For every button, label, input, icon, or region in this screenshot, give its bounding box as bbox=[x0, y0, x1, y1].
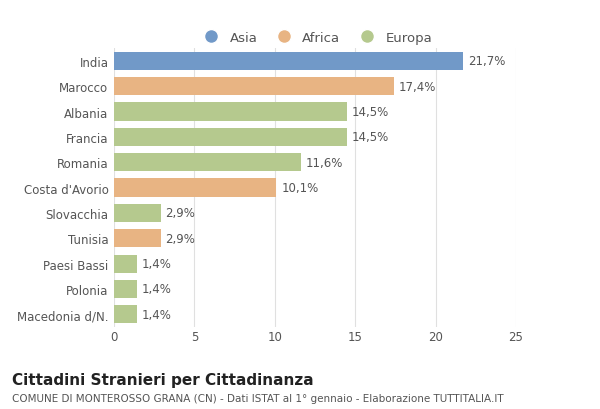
Bar bbox=[114, 128, 347, 147]
Bar bbox=[114, 103, 347, 121]
Text: 17,4%: 17,4% bbox=[398, 81, 436, 94]
Bar bbox=[114, 53, 463, 71]
Bar bbox=[114, 78, 394, 96]
Text: Cittadini Stranieri per Cittadinanza: Cittadini Stranieri per Cittadinanza bbox=[12, 372, 314, 387]
Text: 1,4%: 1,4% bbox=[142, 308, 171, 321]
Text: 1,4%: 1,4% bbox=[142, 258, 171, 270]
Bar bbox=[114, 280, 137, 299]
Text: 11,6%: 11,6% bbox=[305, 156, 343, 169]
Text: COMUNE DI MONTEROSSO GRANA (CN) - Dati ISTAT al 1° gennaio - Elaborazione TUTTIT: COMUNE DI MONTEROSSO GRANA (CN) - Dati I… bbox=[12, 393, 503, 402]
Text: 14,5%: 14,5% bbox=[352, 131, 389, 144]
Text: 2,9%: 2,9% bbox=[166, 207, 196, 220]
Text: 2,9%: 2,9% bbox=[166, 232, 196, 245]
Bar bbox=[114, 229, 161, 248]
Bar bbox=[114, 204, 161, 222]
Text: 21,7%: 21,7% bbox=[468, 55, 505, 68]
Text: 1,4%: 1,4% bbox=[142, 283, 171, 296]
Bar bbox=[114, 179, 277, 197]
Bar bbox=[114, 154, 301, 172]
Legend: Asia, Africa, Europa: Asia, Africa, Europa bbox=[194, 28, 436, 49]
Text: 10,1%: 10,1% bbox=[281, 182, 319, 195]
Bar bbox=[114, 306, 137, 324]
Bar bbox=[114, 255, 137, 273]
Text: 14,5%: 14,5% bbox=[352, 106, 389, 119]
